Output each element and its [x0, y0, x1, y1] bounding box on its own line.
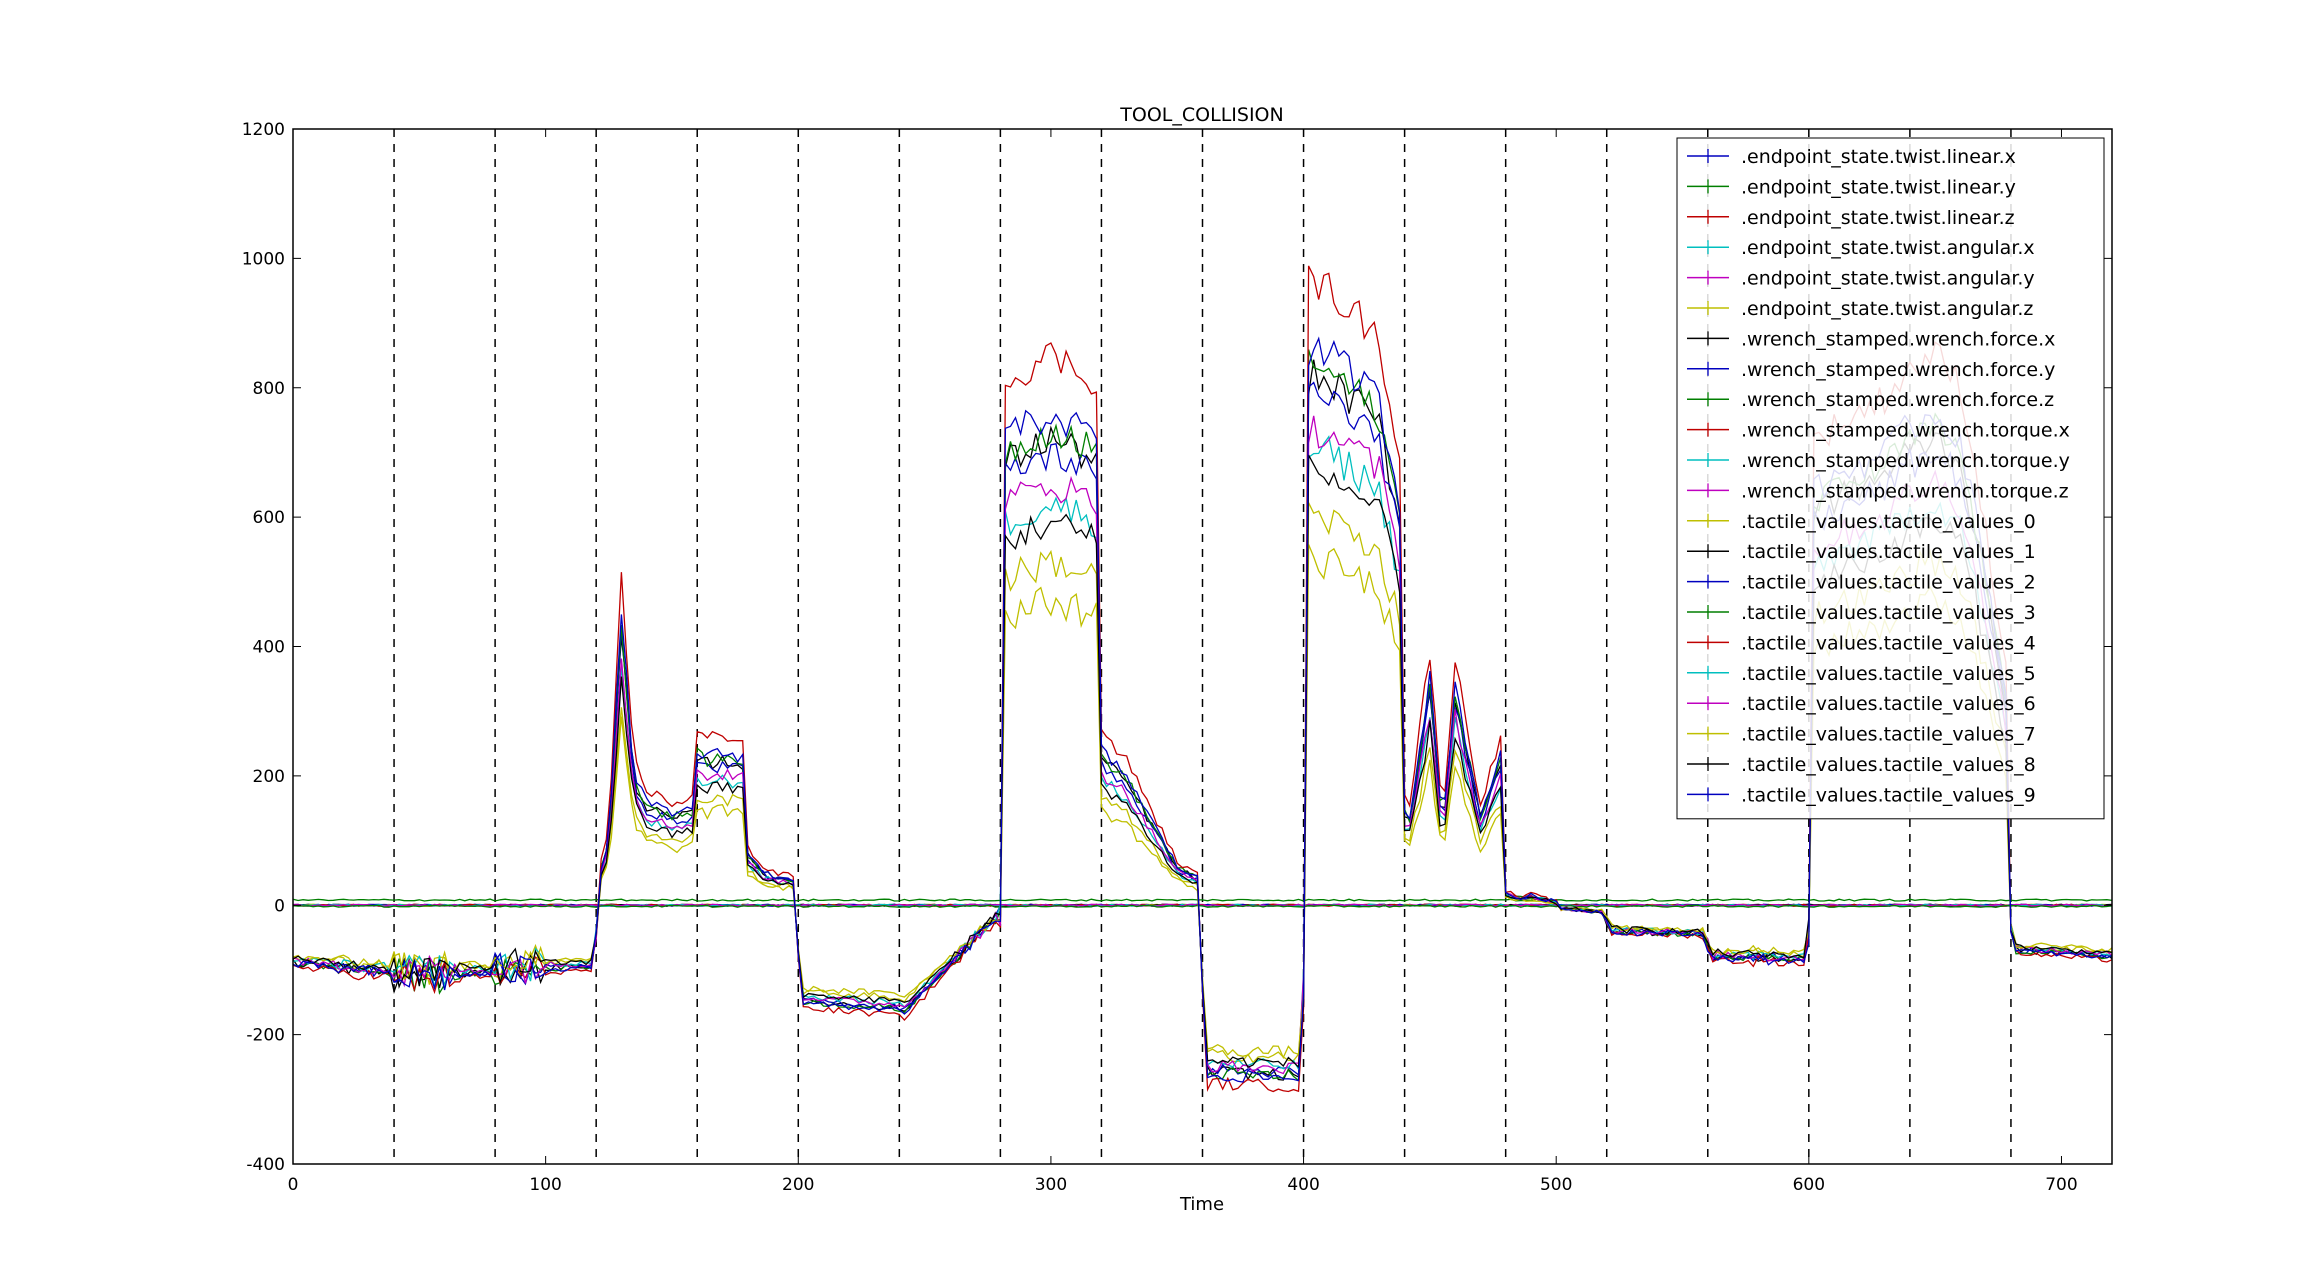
legend-entry-label: .endpoint_state.twist.angular.z — [1741, 298, 2033, 320]
x-tick-label: 700 — [2045, 1175, 2077, 1195]
legend-entry-label: .wrench_stamped.wrench.force.y — [1741, 359, 2055, 381]
y-tick-label: 1000 — [242, 249, 285, 269]
x-tick-label: 0 — [288, 1175, 299, 1195]
legend: .endpoint_state.twist.linear.x .endpoint_… — [1676, 137, 2105, 820]
legend-entry-label: .tactile_values.tactile_values_4 — [1741, 632, 2036, 654]
legend-entry-label: .tactile_values.tactile_values_0 — [1741, 511, 2036, 533]
legend-entry-label: .endpoint_state.twist.linear.x — [1741, 146, 2016, 168]
y-tick-label: 800 — [253, 379, 285, 399]
legend-entry-label: .wrench_stamped.wrench.force.x — [1741, 328, 2055, 350]
legend-entry-label: .tactile_values.tactile_values_7 — [1741, 724, 2036, 746]
legend-entry-label: .tactile_values.tactile_values_6 — [1741, 693, 2036, 715]
chart-title: TOOL_COLLISION — [1119, 104, 1283, 126]
legend-entry-label: .tactile_values.tactile_values_9 — [1741, 784, 2036, 806]
x-axis-ticks: 0 100 200 300 400 500 600 700 — [288, 129, 2078, 1195]
x-tick-label: 300 — [1035, 1175, 1067, 1195]
y-tick-label: -200 — [246, 1026, 285, 1046]
y-tick-label: 400 — [253, 638, 285, 658]
legend-entry-label: .wrench_stamped.wrench.force.z — [1741, 389, 2054, 411]
legend-entry-label: .endpoint_state.twist.linear.y — [1741, 176, 2016, 198]
legend-entry-label: .wrench_stamped.wrench.torque.z — [1741, 480, 2069, 502]
y-tick-label: 0 — [274, 896, 285, 916]
legend-entry-label: .tactile_values.tactile_values_2 — [1741, 572, 2036, 594]
y-tick-label: 200 — [253, 767, 285, 787]
y-tick-label: 600 — [253, 508, 285, 528]
series-line-21 — [292, 336, 2113, 1083]
legend-entry-label: .tactile_values.tactile_values_8 — [1741, 754, 2036, 776]
legend-entry-label: .wrench_stamped.wrench.torque.y — [1741, 450, 2070, 472]
legend-entry-label: .tactile_values.tactile_values_5 — [1741, 663, 2036, 685]
legend-entry-label: .endpoint_state.twist.linear.z — [1741, 207, 2015, 229]
x-axis-label: Time — [1179, 1194, 1224, 1215]
y-tick-label: -400 — [246, 1155, 285, 1175]
y-axis-ticks: -400 -200 0 200 400 600 800 1000 1200 — [242, 120, 2112, 1175]
x-tick-label: 400 — [1287, 1175, 1319, 1195]
x-tick-label: 600 — [1793, 1175, 1825, 1195]
legend-box — [1676, 137, 2105, 820]
x-tick-label: 100 — [529, 1175, 561, 1195]
legend-entry-label: .endpoint_state.twist.angular.y — [1741, 268, 2035, 290]
legend-entry-label: .tactile_values.tactile_values_1 — [1741, 541, 2036, 563]
legend-entry-label: .tactile_values.tactile_values_3 — [1741, 602, 2036, 624]
x-tick-label: 200 — [782, 1175, 814, 1195]
legend-entry-label: .endpoint_state.twist.angular.x — [1741, 237, 2035, 259]
x-tick-label: 500 — [1540, 1175, 1572, 1195]
legend-entry-label: .wrench_stamped.wrench.torque.x — [1741, 420, 2070, 442]
series-layer — [292, 265, 2113, 1093]
y-tick-label: 1200 — [242, 120, 285, 140]
